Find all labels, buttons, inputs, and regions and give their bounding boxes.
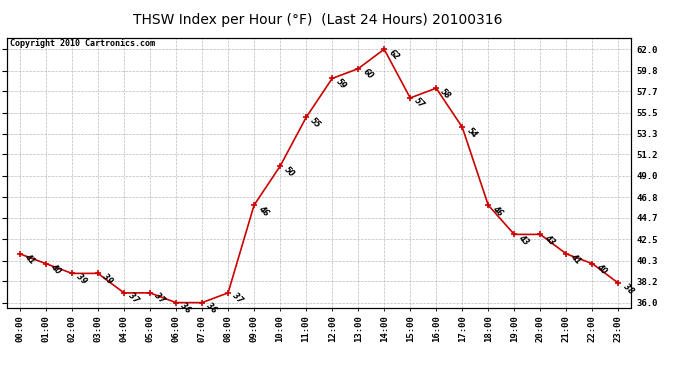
Text: 46: 46 <box>257 204 270 218</box>
Text: 39: 39 <box>75 272 88 286</box>
Text: 38: 38 <box>621 282 635 296</box>
Text: 57: 57 <box>413 96 426 110</box>
Text: 41: 41 <box>23 252 37 266</box>
Text: 36: 36 <box>179 301 193 315</box>
Text: 55: 55 <box>309 116 323 130</box>
Text: 40: 40 <box>595 262 609 276</box>
Text: Copyright 2010 Cartronics.com: Copyright 2010 Cartronics.com <box>10 39 155 48</box>
Text: 60: 60 <box>361 67 375 81</box>
Text: 36: 36 <box>205 301 219 315</box>
Text: 40: 40 <box>49 262 63 276</box>
Text: 41: 41 <box>569 252 583 266</box>
Text: 37: 37 <box>231 291 245 305</box>
Text: THSW Index per Hour (°F)  (Last 24 Hours) 20100316: THSW Index per Hour (°F) (Last 24 Hours)… <box>132 13 502 27</box>
Text: 62: 62 <box>387 48 401 62</box>
Text: 43: 43 <box>517 233 531 247</box>
Text: 37: 37 <box>152 291 166 305</box>
Text: 37: 37 <box>127 291 141 305</box>
Text: 43: 43 <box>543 233 557 247</box>
Text: 50: 50 <box>283 165 297 178</box>
Text: 59: 59 <box>335 77 348 91</box>
Text: 39: 39 <box>101 272 115 286</box>
Text: 58: 58 <box>439 87 453 100</box>
Text: 54: 54 <box>465 126 479 140</box>
Text: 46: 46 <box>491 204 505 218</box>
